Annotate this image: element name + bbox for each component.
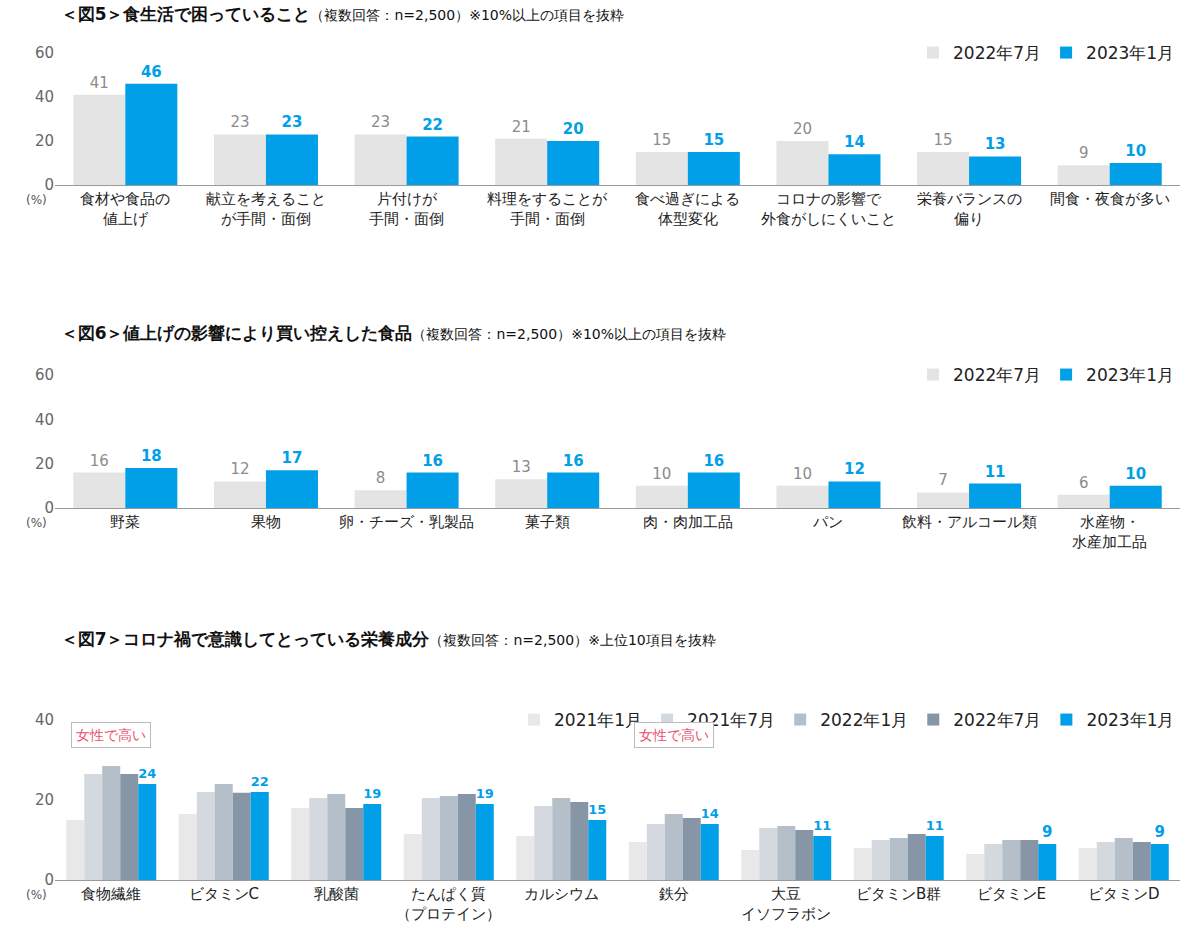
svg-text:20: 20 <box>35 455 54 473</box>
svg-text:2021年1月: 2021年1月 <box>554 710 642 730</box>
svg-text:2022年7月: 2022年7月 <box>953 710 1041 730</box>
svg-text:女性で高い: 女性で高い <box>76 727 146 743</box>
svg-text:40: 40 <box>35 711 54 729</box>
svg-text:6: 6 <box>1079 474 1089 492</box>
svg-text:40: 40 <box>35 411 54 429</box>
svg-text:8: 8 <box>376 469 386 487</box>
svg-text:鉄分: 鉄分 <box>659 885 689 903</box>
svg-text:10: 10 <box>1125 465 1146 483</box>
svg-text:肉・肉加工品: 肉・肉加工品 <box>643 513 733 531</box>
svg-text:10: 10 <box>652 465 671 483</box>
svg-text:＜図6＞値上げの影響により買い控えした食品（複数回答：n=2: ＜図6＞値上げの影響により買い控えした食品（複数回答：n=2,500）※10%以… <box>61 323 726 343</box>
svg-text:15: 15 <box>933 131 952 149</box>
svg-text:＜図7＞コロナ禍で意識してとっている栄養成分（複数回答：n=: ＜図7＞コロナ禍で意識してとっている栄養成分（複数回答：n=2,500）※上位1… <box>61 629 716 649</box>
svg-text:15: 15 <box>652 131 671 149</box>
svg-text:23: 23 <box>371 113 390 131</box>
svg-text:16: 16 <box>703 452 724 470</box>
svg-text:(%): (%) <box>26 516 47 530</box>
svg-text:水産物・水産加工品: 水産物・水産加工品 <box>1072 513 1147 551</box>
svg-text:飲料・アルコール類: 飲料・アルコール類 <box>902 513 1037 531</box>
svg-text:食物繊維: 食物繊維 <box>81 885 141 903</box>
svg-text:2023年1月: 2023年1月 <box>1086 365 1174 385</box>
svg-text:9: 9 <box>1155 823 1165 841</box>
svg-text:23: 23 <box>282 113 303 131</box>
svg-text:22: 22 <box>422 116 443 134</box>
svg-text:7: 7 <box>938 471 948 489</box>
svg-text:16: 16 <box>90 452 109 470</box>
svg-text:乳酸菌: 乳酸菌 <box>314 885 359 903</box>
svg-text:60: 60 <box>35 44 54 62</box>
svg-text:菓子類: 菓子類 <box>525 513 570 531</box>
svg-text:ビタミンD: ビタミンD <box>1088 885 1160 903</box>
svg-text:15: 15 <box>703 131 724 149</box>
svg-text:20: 20 <box>793 120 812 138</box>
svg-text:0: 0 <box>44 176 54 194</box>
svg-text:11: 11 <box>926 818 944 833</box>
svg-text:(%): (%) <box>26 888 47 902</box>
svg-text:20: 20 <box>35 791 54 809</box>
svg-text:ビタミンE: ビタミンE <box>977 885 1046 903</box>
svg-text:14: 14 <box>701 806 719 821</box>
svg-text:献立を考えることが手間・面倒: 献立を考えることが手間・面倒 <box>206 190 326 228</box>
svg-text:60: 60 <box>35 366 54 384</box>
svg-text:19: 19 <box>476 786 494 801</box>
svg-text:41: 41 <box>90 74 109 92</box>
svg-text:9: 9 <box>1042 823 1052 841</box>
svg-text:17: 17 <box>282 449 303 467</box>
svg-text:パン: パン <box>812 513 843 531</box>
svg-text:0: 0 <box>44 499 54 517</box>
svg-text:20: 20 <box>563 120 584 138</box>
svg-text:10: 10 <box>793 465 812 483</box>
svg-text:果物: 果物 <box>251 513 281 531</box>
svg-text:2022年1月: 2022年1月 <box>820 710 908 730</box>
svg-text:9: 9 <box>1079 144 1089 162</box>
svg-text:2022年7月: 2022年7月 <box>953 365 1041 385</box>
svg-text:12: 12 <box>230 460 249 478</box>
svg-text:卵・チーズ・乳製品: 卵・チーズ・乳製品 <box>339 513 474 531</box>
svg-text:たんぱく質（プロテイン）: たんぱく質（プロテイン） <box>396 885 501 923</box>
svg-text:2023年1月: 2023年1月 <box>1086 710 1174 730</box>
svg-text:14: 14 <box>844 133 865 151</box>
svg-text:24: 24 <box>138 766 156 781</box>
svg-text:11: 11 <box>985 463 1006 481</box>
svg-text:13: 13 <box>512 458 531 476</box>
svg-text:2023年1月: 2023年1月 <box>1086 43 1174 63</box>
svg-text:間食・夜食が多い: 間食・夜食が多い <box>1050 190 1170 208</box>
svg-text:ビタミンB群: ビタミンB群 <box>856 885 941 903</box>
svg-text:19: 19 <box>363 786 381 801</box>
svg-text:0: 0 <box>44 871 54 889</box>
svg-text:料理をすることが手間・面倒: 料理をすることが手間・面倒 <box>487 190 608 228</box>
svg-text:23: 23 <box>230 113 249 131</box>
svg-text:16: 16 <box>563 452 584 470</box>
svg-text:20: 20 <box>35 132 54 150</box>
svg-text:15: 15 <box>588 802 606 817</box>
svg-text:2021年7月: 2021年7月 <box>687 710 775 730</box>
svg-text:2022年7月: 2022年7月 <box>953 43 1041 63</box>
svg-text:10: 10 <box>1125 142 1146 160</box>
svg-text:40: 40 <box>35 88 54 106</box>
svg-text:女性で高い: 女性で高い <box>639 727 709 743</box>
svg-text:13: 13 <box>985 135 1006 153</box>
svg-text:食べ過ぎによる体型変化: 食べ過ぎによる体型変化 <box>635 190 740 228</box>
svg-text:食材や食品の値上げ: 食材や食品の値上げ <box>80 190 170 228</box>
svg-text:コロナの影響で外食がしにくいこと: コロナの影響で外食がしにくいこと <box>761 190 896 228</box>
svg-text:野菜: 野菜 <box>110 513 140 531</box>
svg-text:＜図5＞食生活で困っていること（複数回答：n=2,500）※: ＜図5＞食生活で困っていること（複数回答：n=2,500）※10%以上の項目を抜… <box>61 4 624 24</box>
svg-text:栄養バランスの偏り: 栄養バランスの偏り <box>917 190 1022 228</box>
svg-text:16: 16 <box>422 452 443 470</box>
svg-text:18: 18 <box>141 447 162 465</box>
svg-text:12: 12 <box>844 460 865 478</box>
svg-text:46: 46 <box>141 63 162 81</box>
svg-text:片付けが手間・面倒: 片付けが手間・面倒 <box>369 190 444 228</box>
svg-text:11: 11 <box>813 818 831 833</box>
svg-text:カルシウム: カルシウム <box>524 885 599 903</box>
svg-text:21: 21 <box>512 118 531 136</box>
svg-text:大豆イソフラボン: 大豆イソフラボン <box>741 885 831 923</box>
svg-text:ビタミンC: ビタミンC <box>189 885 259 903</box>
svg-text:22: 22 <box>251 774 269 789</box>
svg-text:(%): (%) <box>26 193 47 207</box>
